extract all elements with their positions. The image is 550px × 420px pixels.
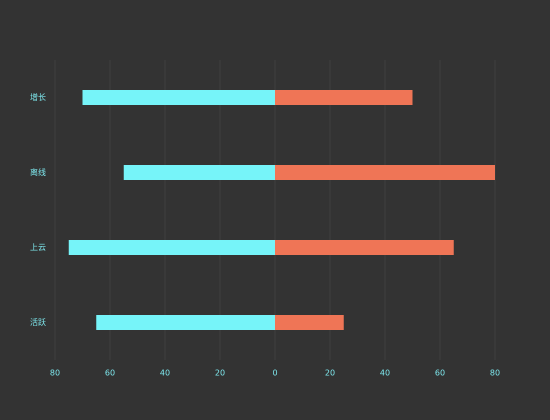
y-tick-label: 离线 [30,167,46,177]
y-tick-label: 增长 [30,92,46,102]
x-tick-label: 0 [272,369,277,378]
bar [82,90,275,105]
x-tick-label: 60 [435,369,445,378]
bar [275,315,344,330]
y-tick-label: 活跃 [30,317,46,327]
x-tick-label: 20 [325,369,335,378]
bar [275,240,454,255]
x-tick-label: 40 [160,369,170,378]
bar [96,315,275,330]
bar [68,240,275,255]
x-tick-label: 20 [215,369,225,378]
bar [123,165,275,180]
x-tick-label: 60 [105,369,115,378]
x-tick-label: 80 [50,369,60,378]
x-tick-label: 40 [380,369,390,378]
y-tick-label: 上云 [30,243,46,252]
x-tick-label: 80 [490,369,500,378]
bar [275,90,413,105]
bar [275,165,495,180]
